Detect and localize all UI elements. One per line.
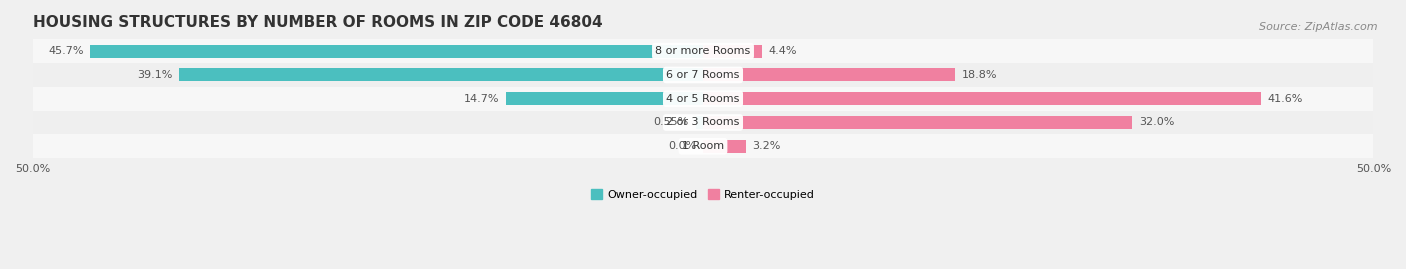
Bar (703, 68, 955, 82)
Text: 41.6%: 41.6% (1267, 94, 1303, 104)
Bar (179, 68, 703, 82)
Bar (703, 92, 1261, 105)
Text: 1 Room: 1 Room (682, 141, 724, 151)
Legend: Owner-occupied, Renter-occupied: Owner-occupied, Renter-occupied (592, 189, 814, 200)
Text: 0.55%: 0.55% (654, 118, 689, 128)
Text: 3.2%: 3.2% (752, 141, 780, 151)
Bar (32, 63, 1374, 87)
Text: 6 or 7 Rooms: 6 or 7 Rooms (666, 70, 740, 80)
Bar (703, 116, 1132, 129)
Bar (32, 134, 1374, 158)
Bar (696, 116, 703, 129)
Bar (32, 39, 1374, 63)
Bar (32, 87, 1374, 111)
Text: 2 or 3 Rooms: 2 or 3 Rooms (666, 118, 740, 128)
Bar (703, 45, 762, 58)
Bar (32, 111, 1374, 134)
Text: 14.7%: 14.7% (464, 94, 499, 104)
Text: 4 or 5 Rooms: 4 or 5 Rooms (666, 94, 740, 104)
Text: HOUSING STRUCTURES BY NUMBER OF ROOMS IN ZIP CODE 46804: HOUSING STRUCTURES BY NUMBER OF ROOMS IN… (32, 15, 602, 30)
Text: 45.7%: 45.7% (48, 46, 83, 56)
Text: 0.0%: 0.0% (668, 141, 696, 151)
Text: 32.0%: 32.0% (1139, 118, 1174, 128)
Bar (90, 45, 703, 58)
Text: 18.8%: 18.8% (962, 70, 997, 80)
Text: Source: ZipAtlas.com: Source: ZipAtlas.com (1260, 22, 1378, 31)
Bar (703, 140, 747, 153)
Text: 39.1%: 39.1% (136, 70, 172, 80)
Text: 8 or more Rooms: 8 or more Rooms (655, 46, 751, 56)
Bar (506, 92, 703, 105)
Text: 4.4%: 4.4% (769, 46, 797, 56)
